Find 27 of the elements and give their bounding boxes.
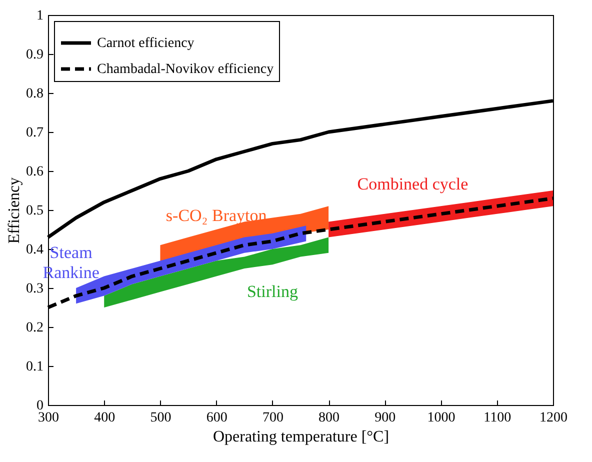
y-tick-label: 0.3	[26, 282, 44, 296]
y-tick-label: 0	[36, 398, 44, 414]
y-tick-label: 0.1	[26, 360, 44, 374]
legend-label: Combined cycle	[357, 174, 468, 194]
y-tick-label: 1	[36, 8, 44, 24]
y-tick-label: 0.7	[26, 126, 44, 140]
x-tick-label: 800	[318, 410, 340, 426]
legend-label: Stirling	[246, 282, 298, 301]
x-tick-label: 400	[94, 410, 116, 426]
x-tick-label: 600	[206, 410, 228, 426]
legend-label: Carnot efficiency	[97, 36, 194, 51]
x-tick-label: 900	[374, 410, 396, 426]
x-tick-label: 1000	[427, 410, 456, 426]
y-tick-label: 0.9	[26, 48, 44, 62]
y-tick-label: 0.4	[26, 242, 44, 258]
x-tick-label: 300	[38, 410, 59, 426]
y-tick-label: 0.8	[26, 86, 44, 102]
x-tick-label: 1200	[540, 410, 568, 426]
x-tick-label: 500	[150, 410, 172, 426]
legend-label: Chambadal-Novikov efficiency	[97, 62, 274, 77]
y-tick-label: 0.5	[26, 204, 44, 218]
y-axis-title: Efficiency	[6, 177, 23, 244]
x-tick-label: 700	[262, 410, 284, 426]
x-axis-title: Operating temperature [°C]	[212, 428, 390, 446]
x-tick-label: 1100	[484, 410, 512, 426]
y-tick-label: 0.6	[26, 164, 44, 180]
y-tick-label: 0.2	[26, 320, 44, 336]
